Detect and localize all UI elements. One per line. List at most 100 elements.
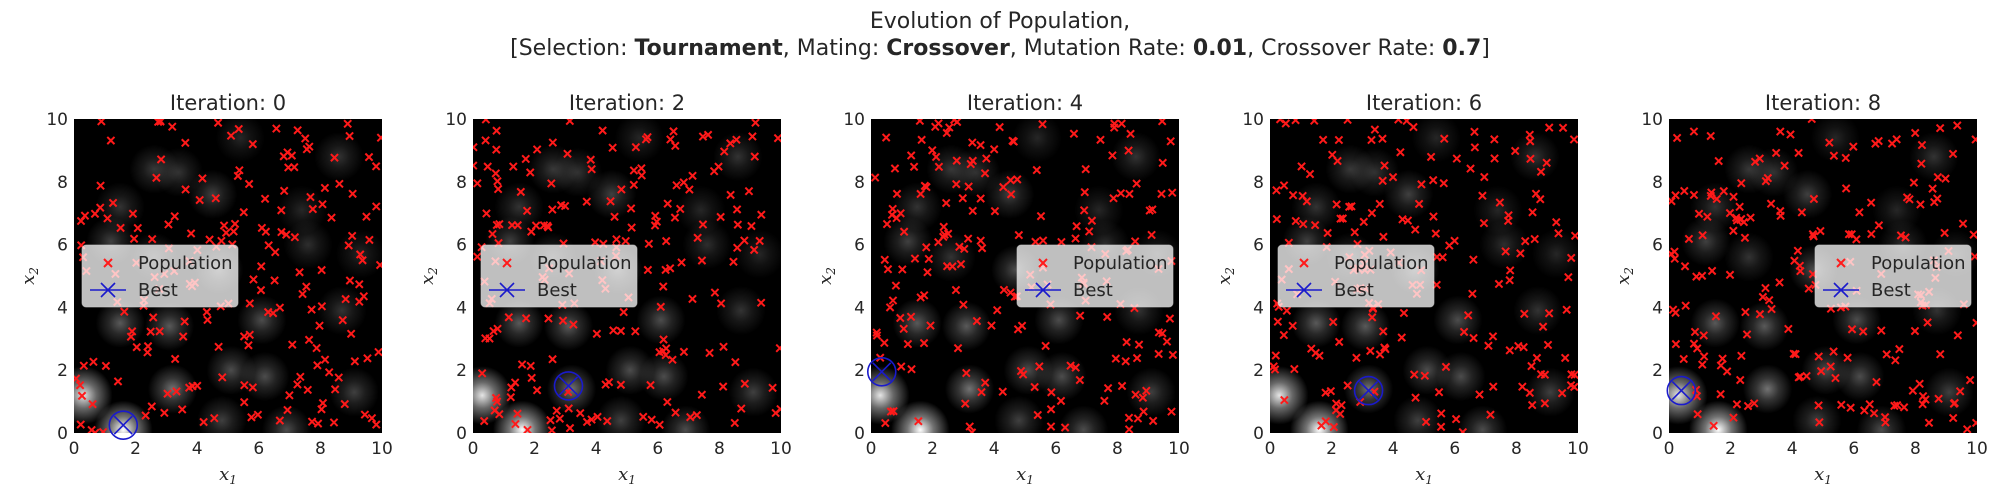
population-point (313, 361, 322, 370)
population-point (1459, 327, 1469, 337)
population-point (751, 119, 760, 128)
x-tick-label: 2 (529, 439, 540, 459)
population-point (1941, 174, 1950, 183)
population-point (1971, 135, 1977, 144)
population-point (334, 373, 344, 382)
population-point (930, 122, 940, 132)
population-point (253, 410, 263, 420)
population-point (473, 142, 478, 152)
population-point (307, 305, 316, 314)
population-point (79, 361, 89, 371)
population-point (956, 259, 966, 269)
population-point (1940, 228, 1949, 238)
population-point (1970, 252, 1977, 261)
y-tick-label: 4 (854, 298, 865, 318)
population-point (1669, 196, 1676, 206)
landscape-peak (713, 132, 763, 182)
legend: Population Best (1016, 244, 1174, 308)
population-point (76, 216, 86, 226)
y-tick-label: 10 (46, 110, 68, 130)
population-point (1166, 136, 1175, 146)
legend: Population Best (81, 244, 239, 308)
population-point (1132, 353, 1142, 363)
population-point (565, 119, 575, 126)
population-point (473, 179, 482, 188)
population-point (1478, 191, 1487, 201)
population-point (886, 407, 896, 416)
population-point (1470, 143, 1480, 152)
population-point (1935, 349, 1945, 359)
population-point (1131, 390, 1140, 399)
population-point (96, 181, 105, 191)
population-point (1451, 414, 1461, 424)
population-point (1807, 119, 1817, 124)
population-point (621, 236, 631, 246)
population-point (306, 192, 315, 202)
population-point (1444, 241, 1454, 250)
population-point (1536, 167, 1546, 177)
population-point (740, 236, 749, 245)
population-point (992, 305, 1002, 315)
panels: Iteration: 0 0 2 4 6 8 10 0 2 4 6 8 10 x1 x2 Population… (18, 91, 1988, 487)
population-point (927, 145, 937, 155)
population-point (226, 131, 236, 140)
legend-best-label: Best (1334, 280, 1374, 301)
population-point (494, 409, 504, 419)
population-point (1520, 309, 1529, 319)
title-part: , Crossover Rate: (1247, 36, 1442, 61)
y-tick-label: 2 (57, 361, 68, 381)
legend: Population Best (1814, 244, 1972, 308)
population-point (1282, 306, 1292, 315)
population-point (1758, 292, 1768, 302)
population-point (755, 236, 764, 246)
population-point (1570, 231, 1578, 241)
population-point (141, 411, 150, 420)
population-point (976, 140, 985, 150)
population-point (736, 404, 746, 413)
population-point (256, 285, 266, 295)
population-point (1510, 146, 1520, 156)
population-point (129, 234, 139, 244)
population-point (582, 197, 592, 206)
title-part: Crossover (886, 36, 1010, 61)
population-point (1802, 371, 1811, 381)
best-marker (1666, 375, 1697, 406)
population-point (245, 330, 255, 340)
population-point (1935, 123, 1945, 133)
population-point (1693, 409, 1702, 419)
population-point (1032, 165, 1042, 175)
population-point (558, 316, 568, 325)
legend-population-label: Population (138, 253, 233, 274)
population-point (1147, 230, 1156, 240)
population-point (1557, 388, 1567, 398)
population-point (748, 132, 757, 141)
landscape-peak (494, 182, 544, 232)
population-point (1134, 340, 1144, 349)
population-point (1739, 217, 1749, 227)
population-point (521, 154, 531, 164)
population-point (1896, 231, 1906, 240)
population-point (747, 221, 756, 231)
population-point (668, 355, 677, 365)
population-point (1505, 266, 1515, 275)
population-point (270, 247, 280, 257)
population-point (1910, 326, 1920, 336)
population-point (1689, 339, 1699, 349)
population-point (1139, 407, 1148, 416)
population-point (1168, 350, 1178, 360)
population-point (1689, 190, 1699, 200)
population-point (1560, 353, 1570, 363)
title-part: , Mating: (783, 36, 887, 61)
population-point (1079, 206, 1089, 215)
population-point (899, 227, 909, 237)
population-point (749, 245, 759, 255)
legend-population-marker (103, 258, 113, 268)
population-point (277, 227, 286, 237)
population-point (1680, 261, 1690, 271)
x-tick-label: 10 (1567, 439, 1589, 459)
population-point (616, 380, 626, 390)
population-point (1793, 246, 1803, 256)
population-point (1932, 194, 1942, 203)
population-point (1162, 337, 1172, 346)
population-point (1692, 344, 1702, 353)
